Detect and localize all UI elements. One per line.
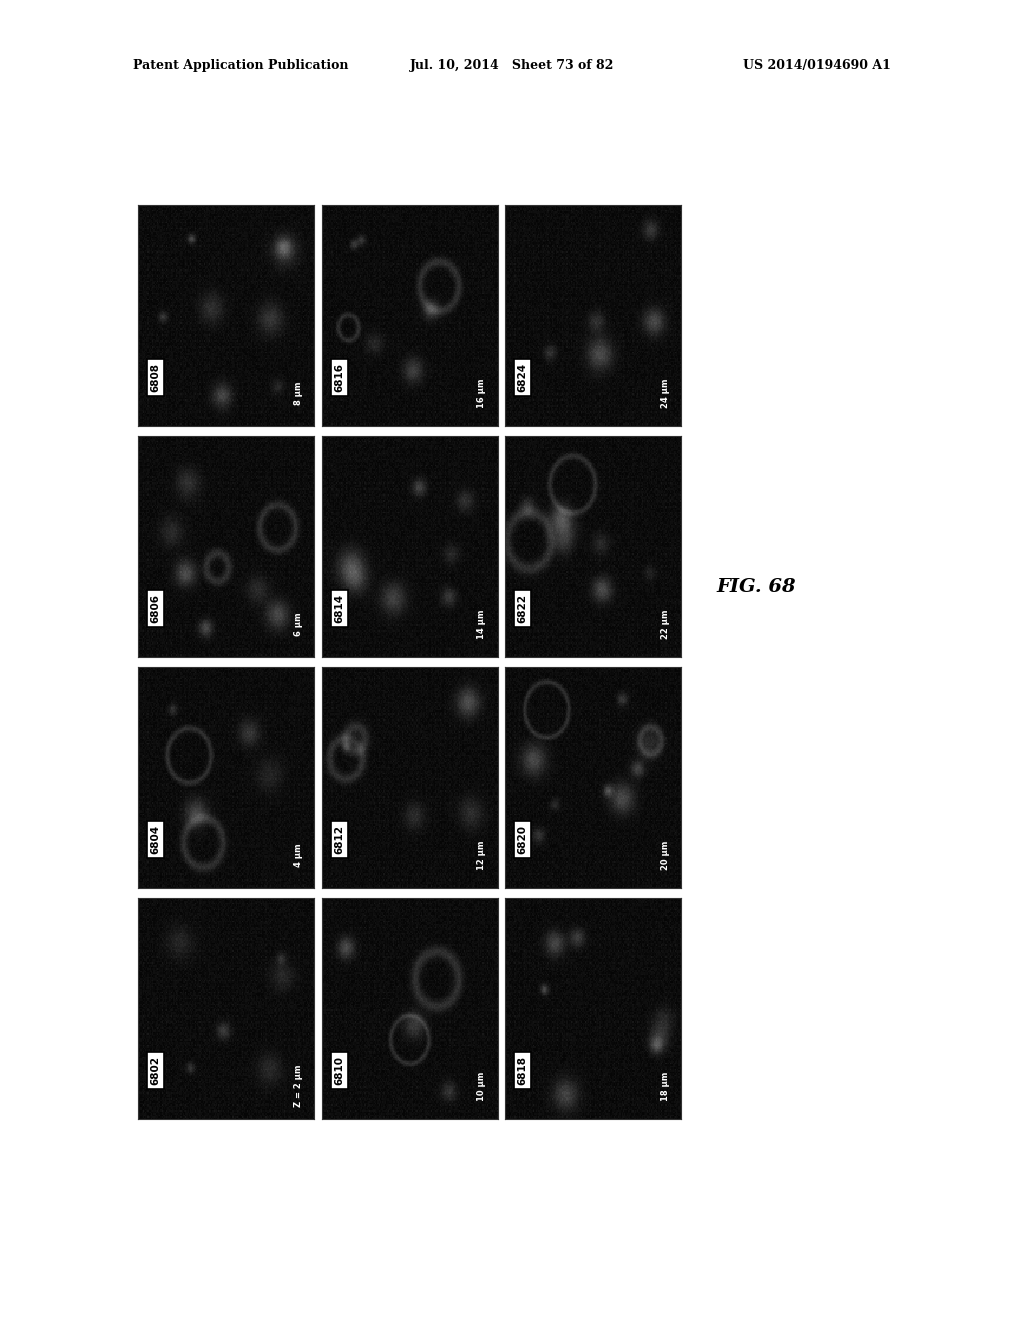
Text: 6808: 6808 [151, 363, 161, 392]
Text: Z = 2 μm: Z = 2 μm [294, 1065, 303, 1107]
Text: 20 μm: 20 μm [660, 841, 670, 870]
Text: FIG. 68: FIG. 68 [717, 578, 797, 597]
Text: 6 μm: 6 μm [294, 612, 303, 636]
Text: 6822: 6822 [517, 594, 527, 623]
Text: 12 μm: 12 μm [477, 841, 486, 870]
Text: 8 μm: 8 μm [294, 381, 303, 405]
Text: 6802: 6802 [151, 1056, 161, 1085]
Text: 22 μm: 22 μm [660, 610, 670, 639]
Text: 6820: 6820 [517, 825, 527, 854]
Text: 18 μm: 18 μm [660, 1072, 670, 1101]
Text: 6816: 6816 [334, 363, 344, 392]
Text: Patent Application Publication: Patent Application Publication [133, 59, 348, 73]
Text: 6806: 6806 [151, 594, 161, 623]
Text: 6810: 6810 [334, 1056, 344, 1085]
Text: 24 μm: 24 μm [660, 379, 670, 408]
Text: 6818: 6818 [517, 1056, 527, 1085]
Text: 10 μm: 10 μm [477, 1072, 486, 1101]
Text: US 2014/0194690 A1: US 2014/0194690 A1 [743, 59, 891, 73]
Text: 6824: 6824 [517, 363, 527, 392]
Text: 4 μm: 4 μm [294, 843, 303, 867]
Text: 6814: 6814 [334, 594, 344, 623]
Text: 6804: 6804 [151, 825, 161, 854]
Text: 16 μm: 16 μm [477, 379, 486, 408]
Text: 6812: 6812 [334, 825, 344, 854]
Text: Jul. 10, 2014   Sheet 73 of 82: Jul. 10, 2014 Sheet 73 of 82 [410, 59, 614, 73]
Text: 14 μm: 14 μm [477, 610, 486, 639]
